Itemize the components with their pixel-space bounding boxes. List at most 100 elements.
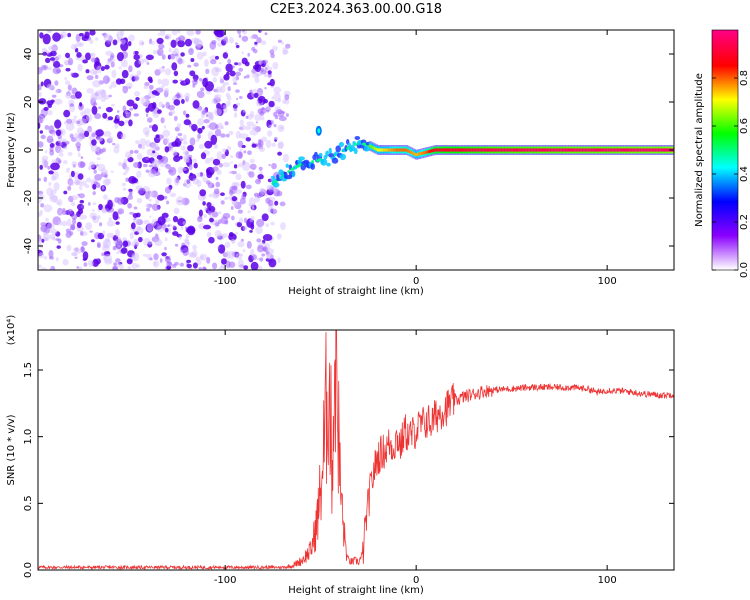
- noise-speck: [120, 30, 125, 36]
- signal-blob: [363, 145, 370, 152]
- colorbar-cell: [712, 180, 738, 183]
- noise-speck: [260, 69, 267, 75]
- colorbar-cell: [712, 192, 738, 195]
- noise-speck: [146, 148, 154, 156]
- noise-speck: [217, 246, 221, 250]
- noise-speck: [133, 238, 139, 245]
- noise-speck: [248, 203, 252, 207]
- noise-speck: [91, 209, 96, 212]
- noise-speck: [81, 180, 87, 186]
- signal-core: [575, 148, 579, 152]
- noise-speck: [254, 71, 262, 77]
- noise-speck: [188, 48, 194, 56]
- noise-speck: [224, 82, 230, 86]
- noise-speck: [104, 174, 108, 178]
- colorbar-cell: [712, 124, 738, 127]
- noise-speck: [116, 251, 120, 255]
- noise-speck: [233, 82, 238, 85]
- noise-speck: [200, 152, 207, 160]
- signal-core: [531, 148, 534, 152]
- noise-speck: [102, 75, 110, 84]
- noise-speck: [235, 102, 241, 106]
- colorbar-cell: [712, 106, 738, 109]
- noise-speck: [117, 37, 121, 43]
- signal-core: [624, 148, 628, 152]
- noise-speck: [211, 99, 217, 104]
- noise-speck: [145, 156, 150, 161]
- noise-speck: [223, 74, 230, 81]
- noise-speck: [55, 89, 59, 94]
- noise-speck: [105, 106, 113, 113]
- noise-speck: [277, 39, 282, 43]
- signal-blob: [300, 163, 306, 171]
- signal-core: [595, 148, 599, 152]
- colorbar-cell: [712, 174, 738, 177]
- noise-speck: [190, 58, 195, 62]
- noise-speck: [228, 130, 234, 136]
- noise-speck: [45, 217, 49, 222]
- noise-speck: [211, 184, 215, 188]
- noise-speck: [239, 96, 243, 99]
- noise-speck: [248, 171, 255, 178]
- noise-speck: [163, 87, 170, 94]
- noise-speck: [70, 170, 75, 178]
- noise-speck: [261, 253, 266, 257]
- noise-speck: [90, 143, 98, 153]
- noise-speck: [41, 47, 48, 54]
- noise-speck: [222, 52, 229, 59]
- noise-speck: [228, 170, 233, 174]
- noise-speck: [68, 57, 74, 66]
- noise-speck: [151, 203, 159, 211]
- noise-speck: [38, 238, 42, 247]
- noise-speck: [142, 163, 148, 168]
- noise-speck: [266, 253, 274, 260]
- noise-speck: [249, 163, 257, 170]
- noise-speck: [76, 52, 82, 58]
- noise-speck: [204, 140, 213, 149]
- noise-speck: [115, 229, 120, 238]
- noise-speck: [127, 266, 131, 270]
- noise-speck: [89, 30, 96, 36]
- signal-blob: [314, 151, 318, 157]
- noise-speck: [233, 107, 238, 112]
- noise-speck: [171, 62, 178, 71]
- signal-core: [389, 148, 393, 152]
- signal-core: [520, 148, 524, 152]
- colorbar-gradient: [712, 30, 738, 271]
- noise-speck: [250, 248, 255, 256]
- colorbar-cell: [712, 196, 738, 199]
- noise-speck: [182, 167, 187, 171]
- noise-speck: [245, 184, 252, 190]
- y-tick-label: 40: [23, 48, 34, 61]
- noise-speck: [140, 96, 149, 106]
- colorbar-cell: [712, 172, 738, 175]
- noise-speck: [254, 64, 262, 72]
- noise-speck: [59, 152, 64, 157]
- noise-speck: [38, 141, 44, 148]
- signal-core: [618, 148, 621, 152]
- noise-speck: [149, 257, 153, 261]
- noise-speck: [125, 151, 131, 159]
- noise-speck: [133, 162, 140, 168]
- noise-speck: [256, 257, 260, 261]
- noise-speck: [71, 161, 78, 167]
- noise-speck: [230, 161, 234, 164]
- signal-core: [471, 148, 475, 152]
- noise-speck: [171, 263, 177, 268]
- signal-core: [437, 148, 440, 152]
- noise-speck: [228, 232, 234, 237]
- noise-speck: [256, 37, 262, 44]
- signal-core: [626, 148, 629, 152]
- signal-core: [557, 148, 560, 152]
- signal-core: [635, 148, 638, 152]
- colorbar-cell: [712, 208, 738, 211]
- noise-speck: [152, 150, 156, 154]
- noise-speck: [254, 77, 260, 84]
- noise-speck: [128, 176, 137, 184]
- noise-speck: [63, 160, 68, 165]
- noise-speck: [131, 252, 140, 262]
- noise-speck: [85, 69, 90, 74]
- noise-speck: [120, 39, 126, 45]
- noise-speck: [251, 46, 256, 52]
- noise-speck: [80, 110, 87, 117]
